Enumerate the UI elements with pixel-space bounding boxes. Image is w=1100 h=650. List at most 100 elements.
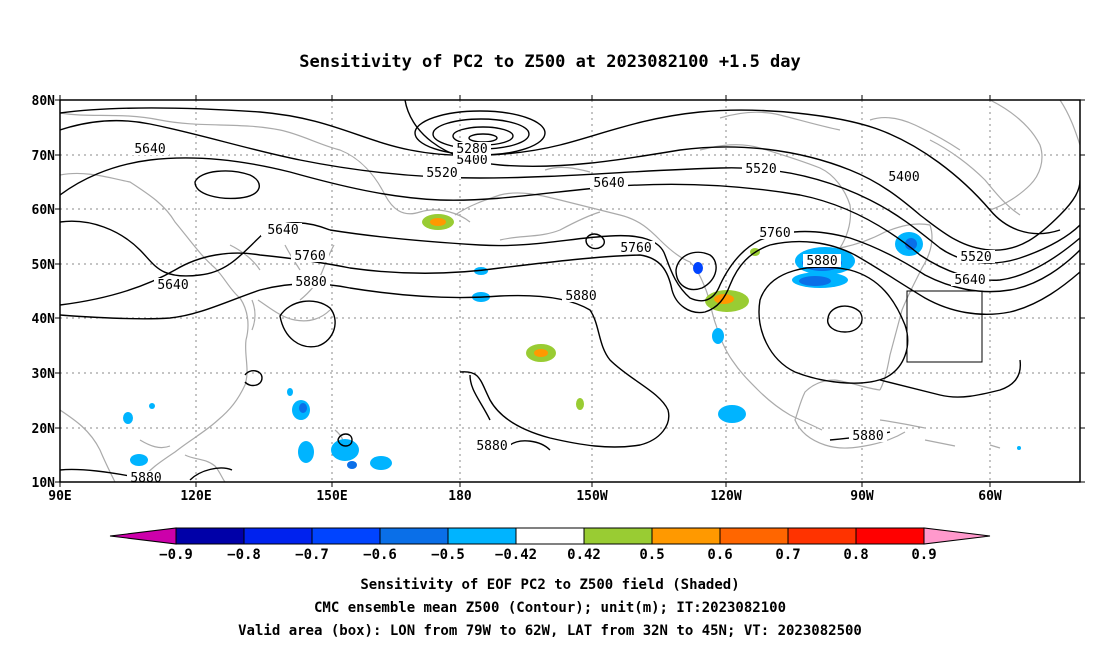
- contour-label-bg: [562, 289, 600, 302]
- lon-tick-label: 120E: [180, 489, 211, 504]
- negative-blob: [130, 454, 148, 466]
- contour-label: 5760: [759, 226, 790, 241]
- colorbar-swatch: [855, 527, 925, 545]
- negative-blob: [299, 403, 307, 413]
- contour-label-bg: [957, 250, 995, 263]
- contour-label: 5640: [954, 273, 985, 288]
- colorbar-swatch: [651, 527, 721, 545]
- lon-tick-label: 150W: [576, 489, 607, 504]
- positive-blob: [430, 218, 446, 226]
- caption-valid-area: Valid area (box): LON from 79W to 62W, L…: [238, 623, 862, 639]
- lat-tick-label: 40N: [32, 312, 56, 327]
- longitude-labels: 90E 120E 150E 180 150W 120W 90W 60W: [48, 489, 1002, 504]
- negative-blob: [712, 328, 724, 344]
- colorbar: [109, 527, 991, 545]
- colorbar-tick-label: −0.8: [227, 547, 261, 563]
- negative-blob: [1017, 446, 1021, 450]
- contour-label-bg: [951, 273, 989, 286]
- lat-tick-label: 20N: [32, 422, 56, 437]
- colorbar-tick-label: −0.6: [363, 547, 397, 563]
- latitude-labels: 80N 70N 60N 50N 40N 30N 20N 10N: [32, 94, 56, 491]
- colorbar-swatch: [243, 527, 313, 545]
- contour-label: 5640: [157, 278, 188, 293]
- positive-blob: [576, 398, 584, 410]
- lat-tick-label: 50N: [32, 258, 56, 273]
- contour-label: 5880: [130, 471, 161, 486]
- contour-label: 5280: [456, 142, 487, 157]
- colorbar-tick-labels: −0.9 −0.8 −0.7 −0.6 −0.5 −0.42 0.42 0.5 0.6 0.7 0.…: [159, 547, 937, 563]
- colorbar-tick-label: 0.42: [567, 547, 601, 563]
- lat-tick-label: 80N: [32, 94, 56, 109]
- colorbar-swatch: [447, 527, 517, 545]
- colorbar-swatch: [379, 527, 449, 545]
- lon-tick-label: 180: [448, 489, 472, 504]
- colorbar-swatch: [515, 527, 585, 545]
- colorbar-tick-label: −0.5: [431, 547, 465, 563]
- colorbar-tick-label: 0.9: [911, 547, 936, 563]
- contour-label: 5760: [620, 241, 651, 256]
- contour-label-bg: [127, 471, 165, 484]
- contour-label-bg: [154, 278, 192, 291]
- lat-tick-label: 70N: [32, 149, 56, 164]
- map-frame: [59, 99, 1081, 483]
- axis-ticks: [55, 95, 1085, 487]
- colorbar-tick-label: 0.8: [843, 547, 868, 563]
- contour-label-bg: [453, 142, 491, 155]
- colorbar-tick-label: 0.5: [639, 547, 664, 563]
- contour-label-bg: [473, 439, 511, 452]
- negative-blob: [149, 403, 155, 409]
- contour-label-bg: [885, 170, 923, 183]
- positive-blob: [714, 294, 734, 304]
- contour-label-bg: [423, 166, 461, 179]
- contour-label-bg: [849, 429, 887, 442]
- caption-shaded: Sensitivity of EOF PC2 to Z500 field (Sh…: [360, 577, 739, 593]
- colorbar-swatch: [719, 527, 789, 545]
- contour-label-bg: [291, 249, 329, 262]
- lat-tick-label: 30N: [32, 367, 56, 382]
- colorbar-tick-label: −0.7: [295, 547, 329, 563]
- negative-blob: [347, 461, 357, 469]
- negative-blob: [693, 262, 703, 274]
- contour-label: 5520: [745, 162, 776, 177]
- contour-label: 5640: [593, 176, 624, 191]
- colorbar-tick-label: 0.7: [775, 547, 800, 563]
- contour-label-bg: [453, 153, 491, 166]
- negative-blob: [123, 412, 133, 424]
- negative-blob: [370, 456, 392, 470]
- contour-label: 5760: [294, 249, 325, 264]
- colorbar-tick-label: −0.9: [159, 547, 193, 563]
- lon-tick-label: 60W: [978, 489, 1002, 504]
- colorbar-swatch: [311, 527, 381, 545]
- lon-tick-label: 90W: [850, 489, 874, 504]
- colorbar-swatch: [787, 527, 857, 545]
- lon-tick-label: 150E: [316, 489, 347, 504]
- valid-area-box: [906, 290, 983, 363]
- contour-label: 5520: [960, 250, 991, 265]
- contour-label: 5640: [134, 142, 165, 157]
- contour-label: 5880: [852, 429, 883, 444]
- negative-blob: [718, 405, 746, 423]
- lat-tick-label: 10N: [32, 476, 56, 491]
- colorbar-max-arrow: [923, 527, 991, 545]
- negative-blob: [905, 238, 917, 250]
- lon-tick-label: 120W: [710, 489, 741, 504]
- contour-label-bg: [590, 176, 628, 189]
- contour-label-bg: [617, 241, 655, 254]
- contour-label-bg: [292, 275, 330, 288]
- negative-blob: [287, 388, 293, 396]
- colorbar-min-arrow: [109, 527, 177, 545]
- lon-tick-label: 90E: [48, 489, 71, 504]
- contour-label: 5880: [806, 254, 837, 269]
- contour-label: 5640: [267, 223, 298, 238]
- negative-blob: [799, 276, 831, 286]
- contour-label: 5880: [295, 275, 326, 290]
- positive-blob: [534, 349, 548, 357]
- contour-label: 5400: [456, 153, 487, 168]
- contour-labels: 5640564056405640564056405760576057605880…: [127, 142, 995, 486]
- map-panel: 5640564056405640564056405760576057605880…: [32, 94, 1085, 504]
- negative-blob: [331, 439, 359, 461]
- colorbar-tick-label: −0.42: [495, 547, 537, 563]
- colorbar-tick-label: 0.6: [707, 547, 732, 563]
- contour-label-bg: [742, 162, 780, 175]
